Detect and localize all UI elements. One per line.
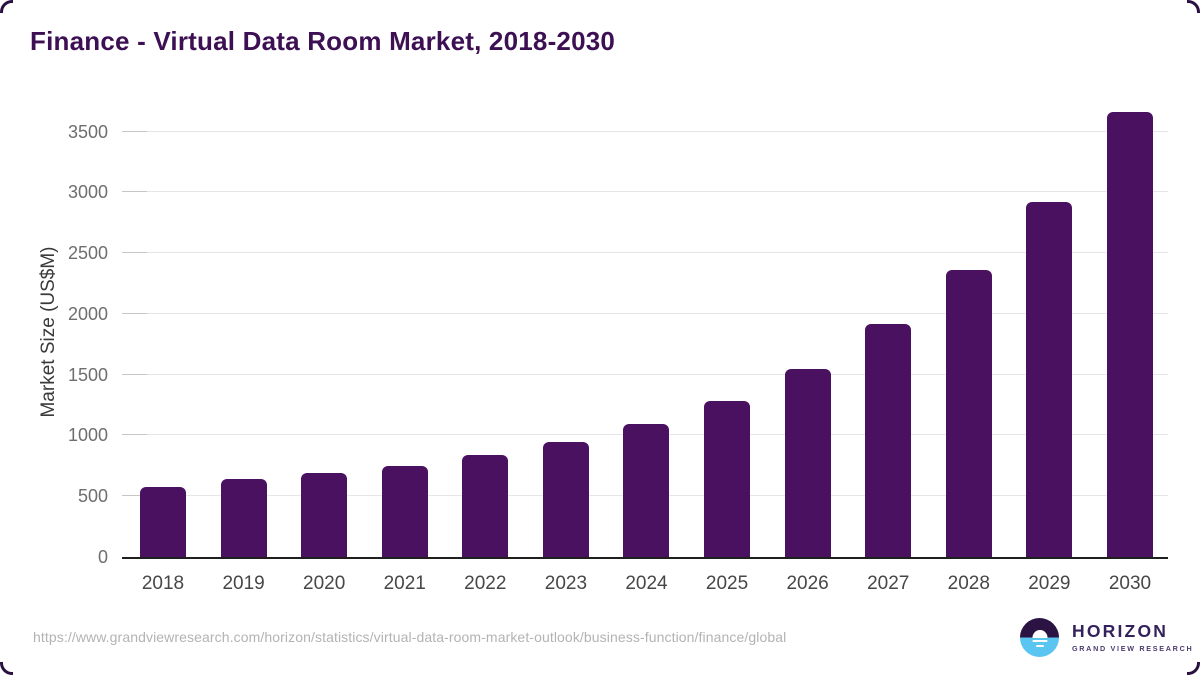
x-tick-label: 2019 xyxy=(222,573,265,594)
y-tick-mark xyxy=(122,312,147,314)
y-tick-label: 3500 xyxy=(67,121,108,142)
corner-frame-bottom-left xyxy=(0,662,13,675)
y-tick-label: 1500 xyxy=(67,364,108,385)
source-url: https://www.grandviewresearch.com/horizo… xyxy=(33,629,787,645)
x-tick-label: 2023 xyxy=(544,573,588,594)
bar-2022 xyxy=(462,454,509,557)
x-axis-tick-labels: 2018 2019 2020 2021 2022 2023 2024 2025 2026 2027… xyxy=(122,573,1168,595)
y-tick-mark xyxy=(122,191,147,193)
sun-reflection-line xyxy=(1032,639,1047,642)
x-tick-label: 2025 xyxy=(705,573,749,594)
x-tick-label: 2028 xyxy=(947,573,990,594)
y-tick-label: 500 xyxy=(77,486,108,507)
y-tick-label: 2500 xyxy=(67,243,108,264)
bar-2026 xyxy=(784,368,831,557)
y-tick-mark xyxy=(122,130,147,132)
logo-brand-name: HORIZON xyxy=(1072,621,1169,642)
x-tick-label: 2018 xyxy=(141,573,185,594)
x-tick-label: 2020 xyxy=(303,573,346,594)
bar-2025 xyxy=(704,400,751,557)
bar-2027 xyxy=(865,324,912,557)
y-axis-tick-labels: 0 500 1000 1500 2000 2500 3000 3500 xyxy=(0,100,108,567)
bar-2019 xyxy=(220,479,267,557)
bar-2021 xyxy=(381,466,428,557)
corner-frame-bottom-right xyxy=(1187,662,1200,675)
sun-reflection-line xyxy=(1035,645,1044,647)
plot-area xyxy=(122,100,1168,559)
corner-frame-top-right xyxy=(1187,0,1200,13)
brand-logo: HORIZON GRAND VIEW RESEARCH xyxy=(1020,618,1193,657)
bar-2020 xyxy=(301,473,348,557)
x-tick-label: 2021 xyxy=(383,573,426,594)
bar-2023 xyxy=(542,441,589,557)
x-tick-label: 2024 xyxy=(625,573,668,594)
x-tick-label: 2029 xyxy=(1028,573,1071,594)
sun-icon xyxy=(1032,629,1047,638)
bar-2024 xyxy=(623,423,670,557)
horizon-logo-icon xyxy=(1020,618,1059,657)
gridline xyxy=(122,191,1168,193)
gridline xyxy=(122,312,1168,314)
bar-2030 xyxy=(1106,111,1153,557)
y-tick-label: 2000 xyxy=(67,303,108,324)
x-tick-label: 2030 xyxy=(1108,573,1152,594)
y-tick-mark xyxy=(122,434,147,436)
bar-2029 xyxy=(1026,201,1073,557)
logo-text: HORIZON GRAND VIEW RESEARCH xyxy=(1072,623,1193,652)
y-tick-label: 1000 xyxy=(67,425,108,446)
gridline xyxy=(122,373,1168,375)
x-tick-label: 2027 xyxy=(867,573,910,594)
corner-frame-top-left xyxy=(0,0,13,13)
y-tick-mark xyxy=(122,495,147,497)
x-tick-label: 2026 xyxy=(786,573,829,594)
x-tick-label: 2022 xyxy=(464,573,507,594)
y-tick-mark xyxy=(122,252,147,254)
y-tick-label: 0 xyxy=(97,547,108,567)
logo-sub-name: GRAND VIEW RESEARCH xyxy=(1072,643,1194,653)
chart-title: Finance - Virtual Data Room Market, 2018… xyxy=(30,26,616,56)
gridline xyxy=(122,130,1168,132)
bar-2018 xyxy=(140,487,186,557)
bar-2028 xyxy=(945,270,992,557)
y-tick-label: 3000 xyxy=(67,182,108,203)
gridline xyxy=(122,252,1168,254)
y-tick-mark xyxy=(122,373,147,375)
